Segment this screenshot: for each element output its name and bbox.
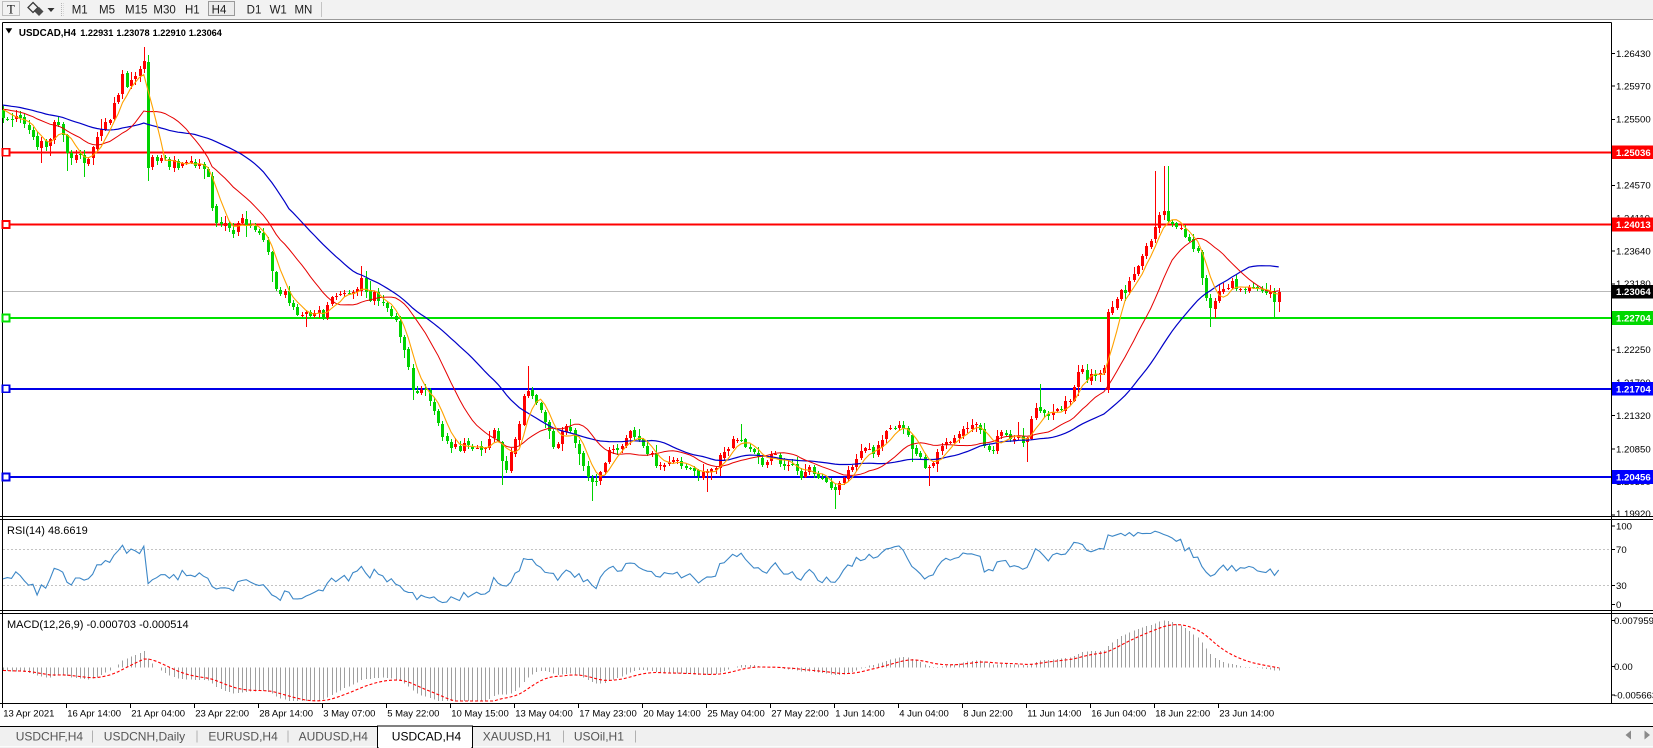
svg-text:1.22910: 1.22910 [153, 28, 186, 38]
svg-text:8 Jun 22:00: 8 Jun 22:00 [963, 709, 1013, 720]
svg-text:16 Apr 14:00: 16 Apr 14:00 [67, 709, 121, 720]
svg-text:M5: M5 [99, 5, 115, 17]
svg-text:3 May 07:00: 3 May 07:00 [323, 709, 375, 720]
svg-text:100: 100 [1616, 522, 1632, 533]
svg-text:28 Apr 14:00: 28 Apr 14:00 [259, 709, 313, 720]
svg-text:USOil,H1: USOil,H1 [574, 730, 624, 744]
svg-text:18 Jun 22:00: 18 Jun 22:00 [1155, 709, 1210, 720]
svg-text:D1: D1 [247, 5, 262, 17]
svg-text:1.21320: 1.21320 [1616, 411, 1651, 422]
svg-text:1.23078: 1.23078 [116, 28, 149, 38]
svg-text:M30: M30 [153, 5, 175, 17]
svg-text:1.26430: 1.26430 [1616, 49, 1651, 60]
svg-text:1.20456: 1.20456 [1616, 473, 1651, 484]
svg-text:M15: M15 [125, 5, 147, 17]
svg-text:1.23064: 1.23064 [189, 28, 223, 38]
svg-text:-0.005663: -0.005663 [1614, 691, 1653, 702]
svg-text:1.21704: 1.21704 [1616, 384, 1651, 395]
svg-text:1.23640: 1.23640 [1616, 247, 1651, 258]
svg-text:1.22250: 1.22250 [1616, 345, 1651, 356]
svg-text:USDCHF,H4: USDCHF,H4 [16, 730, 84, 744]
svg-text:XAUUSD,H1: XAUUSD,H1 [483, 730, 552, 744]
svg-text:1.23064: 1.23064 [1616, 287, 1651, 298]
svg-text:1.23180: 1.23180 [1616, 279, 1651, 290]
svg-text:1.20850: 1.20850 [1616, 444, 1651, 455]
svg-text:M1: M1 [72, 5, 88, 17]
svg-text:4 Jun 04:00: 4 Jun 04:00 [899, 709, 949, 720]
svg-text:MN: MN [294, 5, 312, 17]
svg-text:USDCNH,Daily: USDCNH,Daily [104, 730, 185, 744]
svg-text:EURUSD,H4: EURUSD,H4 [208, 730, 278, 744]
svg-text:1.25500: 1.25500 [1616, 115, 1651, 126]
svg-text:MACD(12,26,9) -0.000703 -0.000: MACD(12,26,9) -0.000703 -0.000514 [7, 619, 189, 631]
svg-text:25 May 04:00: 25 May 04:00 [707, 709, 765, 720]
svg-text:USDCAD,H4: USDCAD,H4 [19, 28, 77, 39]
svg-text:20 May 14:00: 20 May 14:00 [643, 709, 701, 720]
svg-text:0.00: 0.00 [1614, 662, 1633, 673]
svg-text:1.25970: 1.25970 [1616, 81, 1651, 92]
svg-text:16 Jun 04:00: 16 Jun 04:00 [1091, 709, 1146, 720]
svg-text:W1: W1 [270, 5, 287, 17]
svg-text:27 May 22:00: 27 May 22:00 [771, 709, 829, 720]
svg-text:11 Jun 14:00: 11 Jun 14:00 [1027, 709, 1081, 720]
svg-text:1 Jun 14:00: 1 Jun 14:00 [835, 709, 885, 720]
svg-text:AUDUSD,H4: AUDUSD,H4 [299, 730, 369, 744]
svg-text:1.25036: 1.25036 [1616, 148, 1651, 159]
svg-text:21 Apr 04:00: 21 Apr 04:00 [131, 709, 185, 720]
svg-text:RSI(14) 48.6619: RSI(14) 48.6619 [7, 525, 88, 537]
svg-text:0: 0 [1616, 600, 1621, 611]
svg-text:H4: H4 [212, 5, 227, 17]
svg-text:5 May 22:00: 5 May 22:00 [387, 709, 439, 720]
svg-text:23 Apr 22:00: 23 Apr 22:00 [195, 709, 249, 720]
svg-text:13 May 04:00: 13 May 04:00 [515, 709, 573, 720]
svg-text:USDCAD,H4: USDCAD,H4 [392, 730, 462, 744]
svg-text:1.24570: 1.24570 [1616, 181, 1651, 192]
svg-text:23 Jun 14:00: 23 Jun 14:00 [1219, 709, 1274, 720]
svg-text:30: 30 [1616, 581, 1627, 592]
svg-text:70: 70 [1616, 545, 1627, 556]
svg-text:1.22704: 1.22704 [1616, 314, 1651, 325]
svg-text:0.007959: 0.007959 [1614, 616, 1653, 627]
svg-text:1.22931: 1.22931 [80, 28, 113, 38]
svg-text:H1: H1 [185, 5, 200, 17]
svg-text:T: T [7, 3, 15, 17]
svg-text:1.19920: 1.19920 [1616, 509, 1651, 520]
svg-text:10 May 15:00: 10 May 15:00 [451, 709, 509, 720]
svg-text:17 May 23:00: 17 May 23:00 [579, 709, 637, 720]
svg-text:13 Apr 2021: 13 Apr 2021 [3, 709, 54, 720]
svg-text:1.24013: 1.24013 [1616, 220, 1651, 231]
